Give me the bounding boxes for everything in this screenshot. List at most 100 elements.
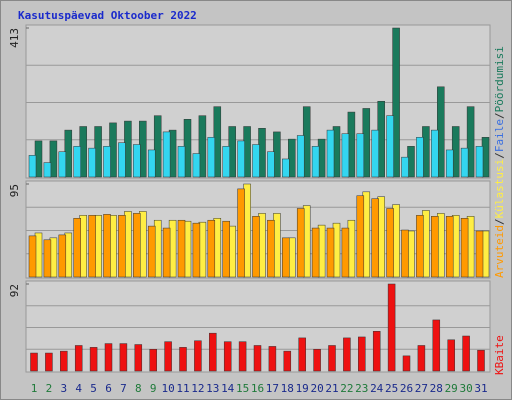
x-tick-label: 21 bbox=[325, 382, 338, 395]
bar bbox=[207, 137, 216, 178]
bar bbox=[371, 129, 379, 178]
bar bbox=[253, 345, 262, 372]
x-tick-label: 6 bbox=[105, 382, 112, 395]
legend-entry: Arvuteid bbox=[493, 225, 506, 278]
bar bbox=[58, 234, 67, 278]
bar bbox=[43, 162, 52, 178]
bar bbox=[401, 156, 409, 178]
x-tick-label: 28 bbox=[430, 382, 443, 395]
bar bbox=[475, 230, 484, 278]
bar bbox=[477, 349, 485, 372]
bar bbox=[222, 146, 230, 178]
x-tick-label: 23 bbox=[355, 382, 368, 395]
bar bbox=[358, 336, 366, 372]
bar bbox=[282, 237, 290, 278]
x-tick-label: 16 bbox=[251, 382, 264, 395]
x-tick-label: 5 bbox=[90, 382, 97, 395]
x-tick-label: 8 bbox=[135, 382, 142, 395]
bar bbox=[288, 138, 296, 178]
bar bbox=[401, 229, 409, 278]
legend-entry: Pöördumisi bbox=[493, 46, 506, 112]
bar bbox=[341, 133, 350, 178]
x-tick-label: 26 bbox=[400, 382, 413, 395]
bar bbox=[118, 215, 126, 278]
bar bbox=[28, 155, 37, 178]
bar bbox=[356, 133, 365, 178]
bar bbox=[133, 144, 141, 178]
x-tick-label: 3 bbox=[60, 382, 67, 395]
bar bbox=[447, 339, 455, 372]
bar bbox=[177, 219, 186, 278]
x-tick-label: 22 bbox=[340, 382, 353, 395]
bar bbox=[313, 349, 321, 372]
bar bbox=[103, 214, 111, 278]
bar bbox=[416, 215, 424, 278]
bar bbox=[198, 115, 207, 178]
x-tick-label: 13 bbox=[206, 382, 219, 395]
bar bbox=[445, 149, 454, 178]
bar bbox=[432, 319, 441, 372]
bar bbox=[88, 215, 96, 278]
bar bbox=[282, 158, 290, 178]
bar bbox=[431, 129, 439, 178]
bar bbox=[386, 115, 394, 178]
bar bbox=[371, 198, 379, 278]
legend-entry: Külastusi bbox=[493, 159, 506, 219]
bar bbox=[267, 151, 275, 178]
bar bbox=[147, 225, 156, 278]
bar bbox=[133, 213, 141, 278]
bar bbox=[73, 146, 81, 178]
x-tick-label: 10 bbox=[161, 382, 174, 395]
y-tick-label: 92 bbox=[8, 284, 21, 297]
bar bbox=[30, 352, 38, 372]
x-tick-label: 29 bbox=[445, 382, 458, 395]
bar bbox=[162, 131, 171, 178]
bar bbox=[153, 115, 162, 178]
x-tick-label: 18 bbox=[281, 382, 294, 395]
legend: Arvuteid/Külastusi/Faile/Pöördumisi bbox=[493, 46, 506, 278]
y-tick-label: 95 bbox=[8, 184, 21, 197]
bar bbox=[445, 216, 454, 278]
y-tick-label: 413 bbox=[8, 28, 21, 48]
bar bbox=[192, 153, 201, 178]
bar bbox=[298, 337, 306, 372]
bar bbox=[252, 144, 260, 178]
bar bbox=[311, 146, 320, 178]
legend-entry: KBaite bbox=[493, 335, 506, 375]
bar bbox=[268, 346, 277, 372]
bar bbox=[356, 195, 365, 278]
bar bbox=[207, 219, 216, 278]
legend-separator: / bbox=[493, 112, 506, 119]
bar bbox=[164, 341, 172, 372]
bar bbox=[177, 146, 186, 178]
bar bbox=[326, 227, 335, 278]
bar bbox=[341, 227, 350, 278]
bar bbox=[328, 345, 336, 372]
x-tick-label: 7 bbox=[120, 382, 127, 395]
bar bbox=[296, 208, 305, 278]
bar bbox=[431, 216, 439, 278]
bar bbox=[460, 147, 469, 178]
bar bbox=[192, 222, 201, 278]
bar bbox=[119, 343, 128, 372]
bar bbox=[416, 137, 424, 178]
bar bbox=[372, 331, 381, 372]
bar bbox=[267, 219, 275, 278]
x-tick-label: 4 bbox=[75, 382, 82, 395]
x-tick-label: 9 bbox=[150, 382, 157, 395]
bar bbox=[326, 129, 335, 178]
bar bbox=[118, 142, 126, 178]
legend-entry: Faile bbox=[493, 119, 506, 152]
bar bbox=[58, 151, 67, 178]
x-tick-label: 27 bbox=[415, 382, 428, 395]
bar bbox=[223, 341, 232, 372]
bar bbox=[237, 188, 245, 278]
bar bbox=[162, 227, 171, 278]
bar bbox=[45, 352, 53, 372]
x-tick-label: 15 bbox=[236, 382, 249, 395]
legend-separator: / bbox=[493, 152, 506, 159]
bar bbox=[147, 149, 156, 178]
bar bbox=[237, 140, 245, 178]
x-tick-label: 24 bbox=[370, 382, 384, 395]
bar bbox=[209, 332, 217, 372]
